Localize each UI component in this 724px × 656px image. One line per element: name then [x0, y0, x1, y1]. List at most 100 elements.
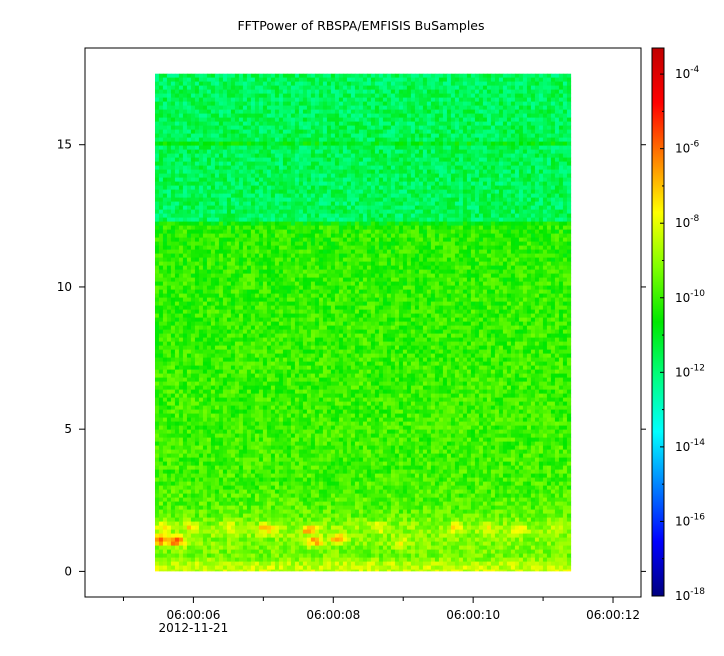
- spectrogram-cell: [310, 137, 316, 143]
- spectrogram-cell: [538, 185, 544, 191]
- spectrogram-cell: [522, 189, 528, 195]
- spectrogram-cell: [214, 193, 220, 199]
- spectrogram-cell: [294, 77, 300, 83]
- spectrogram-cell: [398, 101, 404, 107]
- spectrogram-cell: [242, 97, 248, 103]
- spectrogram-cell: [170, 129, 176, 135]
- spectrogram-cell: [214, 141, 220, 147]
- spectrogram-cell: [474, 185, 480, 191]
- spectrogram-cell: [306, 261, 312, 267]
- spectrogram-cell: [546, 137, 552, 143]
- spectrogram-cell: [206, 245, 212, 251]
- spectrogram-cell: [226, 117, 232, 123]
- spectrogram-cell: [178, 109, 184, 115]
- spectrogram-cell: [498, 189, 504, 195]
- spectrogram-cell: [174, 241, 180, 247]
- spectrogram-cell: [222, 117, 228, 123]
- spectrogram-cell: [162, 189, 168, 195]
- spectrogram-cell: [318, 157, 324, 163]
- spectrogram-cell: [186, 73, 192, 79]
- spectrogram-cell: [506, 77, 512, 83]
- spectrogram-cell: [174, 189, 180, 195]
- spectrogram-cell: [550, 213, 556, 219]
- spectrogram-cell: [490, 105, 496, 111]
- spectrogram-cell: [466, 229, 472, 235]
- spectrogram-cell: [254, 201, 260, 207]
- spectrogram-cell: [430, 141, 436, 147]
- spectrogram-cell: [202, 177, 208, 183]
- spectrogram-cell: [330, 113, 336, 119]
- spectrogram-cell: [190, 125, 196, 131]
- spectrogram-cell: [342, 253, 348, 259]
- spectrogram-cell: [426, 209, 432, 215]
- spectrogram-cell: [418, 189, 424, 195]
- spectrogram-cell: [438, 217, 444, 223]
- spectrogram-cell: [234, 77, 240, 83]
- spectrogram-cell: [362, 97, 368, 103]
- spectrogram-cell: [542, 137, 548, 143]
- spectrogram-cell: [318, 89, 324, 95]
- spectrogram-cell: [210, 229, 216, 235]
- spectrogram-cell: [326, 77, 332, 83]
- spectrogram-cell: [454, 233, 460, 239]
- spectrogram-cell: [174, 177, 180, 183]
- spectrogram-cell: [470, 89, 476, 95]
- spectrogram-cell: [494, 245, 500, 251]
- spectrogram-cell: [438, 153, 444, 159]
- spectrogram-cell: [330, 185, 336, 191]
- spectrogram-cell: [282, 81, 288, 87]
- spectrogram-cell: [490, 125, 496, 131]
- spectrogram-cell: [390, 241, 396, 247]
- spectrogram-cell: [182, 141, 188, 147]
- spectrogram-cell: [426, 225, 432, 231]
- spectrogram-cell: [166, 209, 172, 215]
- spectrogram-cell: [314, 121, 320, 127]
- spectrogram-cell: [534, 205, 540, 211]
- spectrogram-cell: [498, 109, 504, 115]
- spectrogram-cell: [470, 129, 476, 135]
- spectrogram-cell: [490, 253, 496, 259]
- spectrogram-cell: [398, 189, 404, 195]
- spectrogram-cell: [326, 97, 332, 103]
- spectrogram-cell: [282, 181, 288, 187]
- spectrogram-cell: [406, 185, 412, 191]
- spectrogram-cell: [422, 141, 428, 147]
- spectrogram-cell: [322, 109, 328, 115]
- spectrogram-cell: [190, 121, 196, 127]
- spectrogram-cell: [262, 101, 268, 107]
- spectrogram-cell: [194, 193, 200, 199]
- spectrogram-cell: [198, 97, 204, 103]
- spectrogram-cell: [410, 105, 416, 111]
- spectrogram-cell: [258, 261, 264, 267]
- spectrogram-cell: [430, 117, 436, 123]
- spectrogram-cell: [306, 217, 312, 223]
- spectrogram-cell: [190, 253, 196, 259]
- spectrogram-cell: [354, 137, 360, 143]
- spectrogram-cell: [194, 129, 200, 135]
- spectrogram-cell: [198, 245, 204, 251]
- spectrogram-cell: [358, 81, 364, 87]
- spectrogram-cell: [538, 169, 544, 175]
- spectrogram-cell: [306, 105, 312, 111]
- spectrogram-cell: [398, 165, 404, 171]
- spectrogram-cell: [450, 129, 456, 135]
- spectrogram-cell: [330, 149, 336, 155]
- spectrogram-cell: [158, 165, 164, 171]
- spectrogram-cell: [278, 177, 284, 183]
- spectrogram-cell: [454, 193, 460, 199]
- spectrogram-cell: [450, 77, 456, 83]
- spectrogram-cell: [258, 229, 264, 235]
- spectrogram-cell: [446, 233, 452, 239]
- spectrogram-cell: [438, 125, 444, 131]
- spectrogram-cell: [294, 141, 300, 147]
- spectrogram-cell: [230, 181, 236, 187]
- spectrogram-cell: [358, 149, 364, 155]
- spectrogram-cell: [262, 157, 268, 163]
- spectrogram-cell: [238, 193, 244, 199]
- spectrogram-cell: [314, 209, 320, 215]
- spectrogram-cell: [478, 125, 484, 131]
- spectrogram-cell: [462, 181, 468, 187]
- spectrogram-cell: [386, 209, 392, 215]
- spectrogram-cell: [410, 177, 416, 183]
- spectrogram-cell: [490, 73, 496, 79]
